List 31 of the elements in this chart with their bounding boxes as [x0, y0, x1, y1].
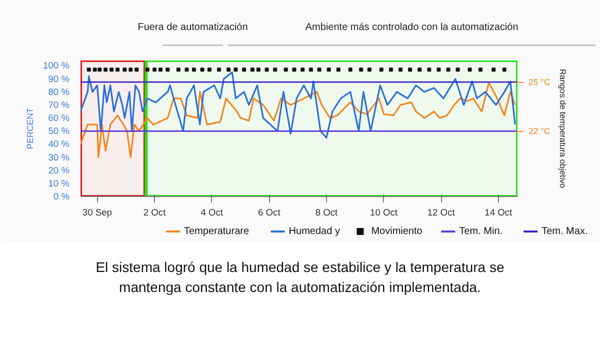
- x-tick-label: 30 Sep: [82, 208, 112, 218]
- legend-label: Tem. Max.: [542, 226, 588, 237]
- x-tick-label: 10 Oct: [370, 208, 398, 218]
- text: Rangos de temperatura objetivo: [558, 68, 568, 188]
- x-tick-label: 14 Oct: [484, 208, 513, 218]
- y-tick-label: 70 %: [48, 100, 70, 110]
- legend-label: Movimiento: [371, 226, 423, 237]
- legend-label: Tem. Min.: [459, 226, 503, 237]
- x-tick-label: 2 Oct: [143, 208, 166, 218]
- legend-label: Humedad y: [288, 226, 340, 237]
- y-axis-title: PERCENT: [25, 107, 36, 150]
- x-tick-label: 8 Oct: [315, 208, 338, 218]
- y-tick-label: 10 %: [48, 178, 70, 188]
- y-tick-label: 60 %: [48, 113, 70, 124]
- x-tick-label: 4 Oct: [200, 208, 224, 218]
- band-label: Fuera de automatización: [138, 22, 248, 33]
- text: 22 °C: [528, 126, 550, 136]
- y-tick-label: 100 %: [43, 60, 70, 71]
- legend-label: Temperaturare: [184, 226, 250, 237]
- x-tick-label: 12 Oct: [427, 208, 456, 218]
- y-tick-label: 20 %: [48, 165, 70, 176]
- y-tick-label: 90 %: [48, 74, 70, 84]
- y-tick-label: 40 %: [48, 139, 70, 150]
- y-tick-label: 80 %: [48, 86, 70, 97]
- y-tick-label: 0 %: [53, 192, 70, 202]
- y-tick-label: 50 %: [48, 126, 70, 136]
- text: El sistema logró que la humedad se estabilice y la temperatura se mantenga constante con la automatización implementada.: [94, 258, 506, 297]
- y-tick-label: 30 %: [48, 152, 70, 162]
- band-label: Ambiente más controlado con la automatización: [305, 22, 518, 33]
- x-tick-label: 6 Oct: [258, 208, 281, 218]
- text: 25 °C: [528, 77, 550, 88]
